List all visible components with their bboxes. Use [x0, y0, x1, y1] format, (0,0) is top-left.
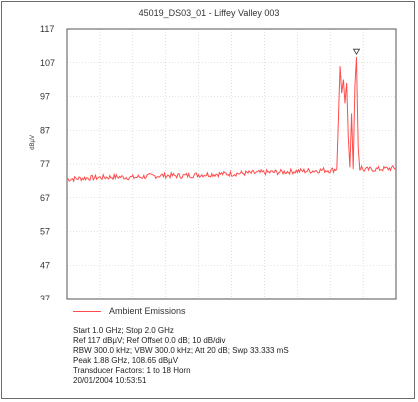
legend-swatch [73, 310, 101, 312]
legend-entry-label: Ambient Emissions [109, 306, 186, 316]
y-tick-label: 37 [40, 294, 50, 300]
y-axis-label: dBµV [30, 135, 36, 150]
y-tick-label: 57 [40, 227, 50, 237]
y-tick-label: 67 [40, 193, 50, 203]
y-tick-label: 107 [40, 58, 55, 68]
info-line-timestamp: 20/01/2004 10:53:51 [73, 376, 147, 385]
info-line-frequency: Start 1.0 GHz; Stop 2.0 GHz [73, 326, 174, 335]
y-tick-label: 77 [40, 159, 50, 169]
plot-border [66, 28, 397, 300]
legend: Ambient Emissions [73, 306, 186, 316]
y-tick-label: 87 [40, 125, 50, 135]
chart-plot: 117 107 97 87 77 67 57 47 37 dBµV [30, 24, 397, 300]
y-tick-label: 117 [40, 24, 54, 34]
y-tick-label: 97 [40, 92, 50, 102]
info-line-reference: Ref 117 dBµV; Ref Offset 0.0 dB; 10 dB/d… [73, 336, 226, 345]
measurement-info: Start 1.0 GHz; Stop 2.0 GHz Ref 117 dBµV… [73, 326, 289, 386]
info-line-bandwidth: RBW 300.0 kHz; VBW 300.0 kHz; Att 20 dB;… [73, 346, 289, 355]
peak-marker [352, 48, 361, 55]
y-tick-label: 47 [40, 260, 50, 270]
series-line-ambient-emissions [66, 57, 397, 183]
chart-title: 45019_DS03_01 - Liffey Valley 003 [138, 8, 280, 18]
y-tick-labels: 117 107 97 87 77 67 57 47 37 [40, 24, 55, 300]
grid-lines [67, 28, 396, 300]
info-line-transducer: Transducer Factors: 1 to 18 Horn [73, 366, 191, 375]
info-line-peak: Peak 1.88 GHz, 108.65 dBµV [73, 356, 179, 365]
